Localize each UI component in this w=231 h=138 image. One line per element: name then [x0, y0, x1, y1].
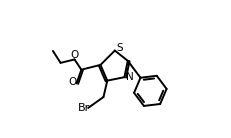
- Text: S: S: [117, 43, 123, 53]
- Text: O: O: [71, 50, 79, 60]
- Text: N: N: [126, 72, 134, 82]
- Text: O: O: [69, 77, 77, 87]
- Text: Br: Br: [78, 103, 90, 113]
